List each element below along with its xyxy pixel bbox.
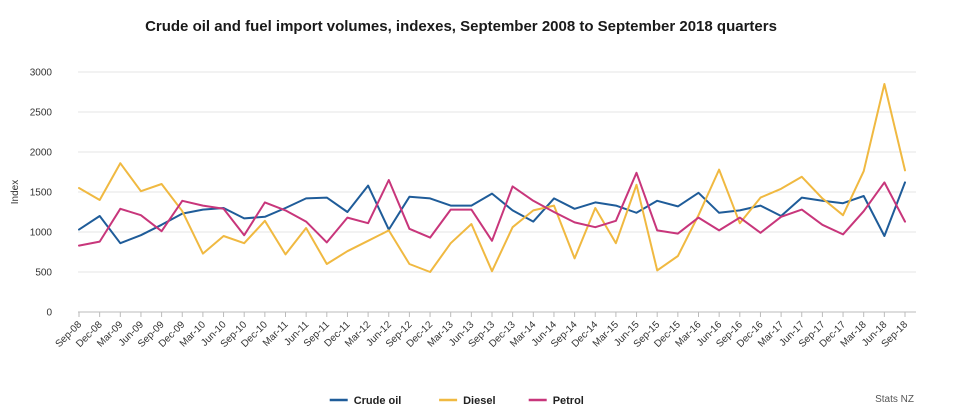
series-line-diesel	[78, 83, 906, 273]
y-axis: 0 500 1000 1500 2000 2500 3000 Index	[10, 68, 52, 319]
legend: Crude oil Diesel Petrol	[329, 395, 584, 407]
legend-label: Crude oil	[354, 395, 402, 407]
y-tick-label: 1000	[30, 228, 53, 239]
series-lines	[78, 83, 906, 273]
legend-label: Diesel	[463, 395, 495, 407]
y-tick-label: 0	[46, 308, 52, 319]
y-tick-label: 2500	[30, 108, 53, 119]
y-tick-label: 2000	[30, 148, 53, 159]
x-axis: Sep-08Dec-08Mar-09Jun-09Sep-09Dec-09Mar-…	[54, 312, 910, 350]
y-tick-label: 500	[35, 268, 52, 279]
series-line-petrol	[78, 171, 906, 247]
source-label: Stats NZ	[875, 394, 914, 405]
chart-title: Crude oil and fuel import volumes, index…	[145, 18, 777, 35]
y-axis-title: Index	[10, 180, 21, 204]
y-tick-label: 1500	[30, 188, 53, 199]
y-tick-label: 3000	[30, 68, 53, 79]
legend-label: Petrol	[553, 395, 584, 407]
grid-lines	[78, 71, 916, 313]
